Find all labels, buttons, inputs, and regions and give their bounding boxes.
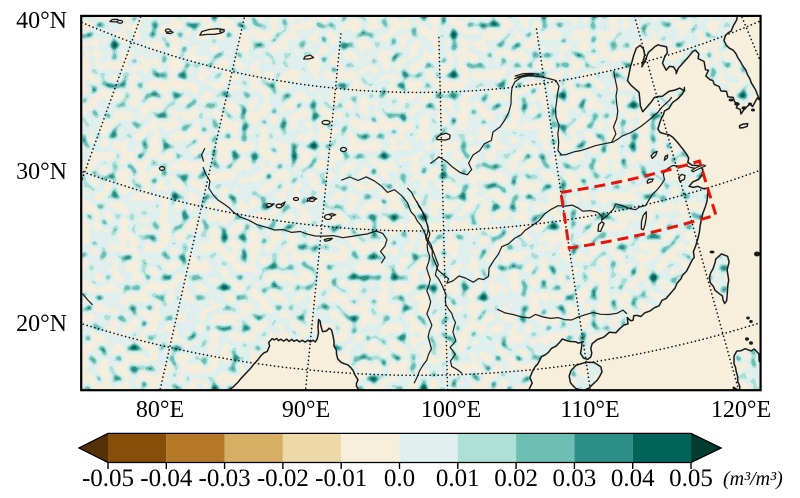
svg-text:100°E: 100°E <box>421 397 481 423</box>
svg-text:90°E: 90°E <box>282 397 330 423</box>
svg-text:-0.02: -0.02 <box>257 465 309 492</box>
svg-text:20°N: 20°N <box>16 311 67 337</box>
svg-text:0.05: 0.05 <box>669 465 713 492</box>
svg-text:-0.03: -0.03 <box>199 465 251 492</box>
svg-text:120°E: 120°E <box>711 397 771 423</box>
svg-text:40°N: 40°N <box>16 8 67 34</box>
svg-text:-0.01: -0.01 <box>315 465 367 492</box>
svg-text:110°E: 110°E <box>560 397 619 423</box>
svg-text:0.03: 0.03 <box>553 465 597 492</box>
svg-text:80°E: 80°E <box>136 397 184 423</box>
svg-text:(m³/m³): (m³/m³) <box>723 468 783 490</box>
svg-text:-0.04: -0.04 <box>140 465 193 492</box>
svg-text:30°N: 30°N <box>16 159 67 185</box>
svg-text:0.0: 0.0 <box>384 465 415 492</box>
svg-text:0.02: 0.02 <box>494 465 538 492</box>
svg-text:-0.05: -0.05 <box>82 465 134 492</box>
svg-text:0.04: 0.04 <box>611 465 655 492</box>
svg-text:0.01: 0.01 <box>436 465 480 492</box>
